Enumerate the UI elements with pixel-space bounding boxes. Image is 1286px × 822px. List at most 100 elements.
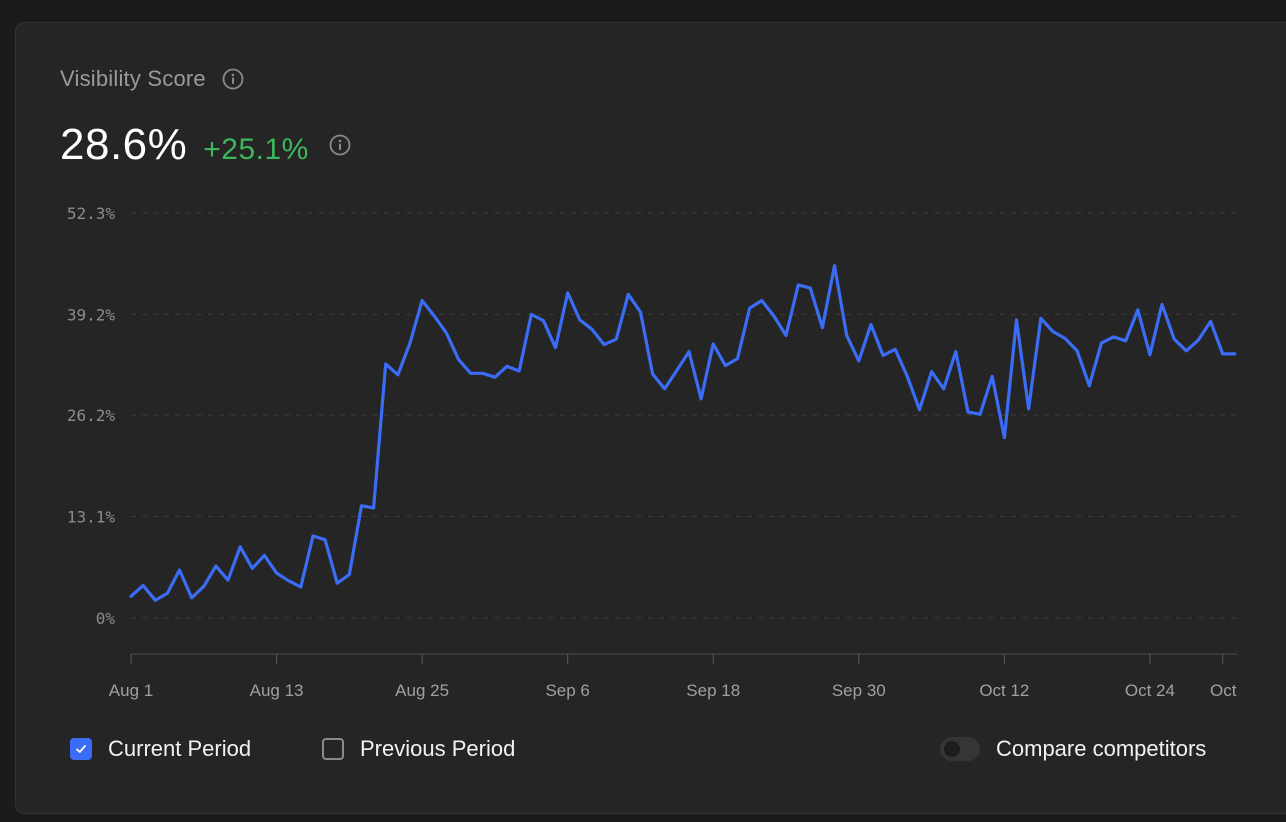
data-point <box>590 328 594 331</box>
score-delta: +25.1% <box>203 133 309 166</box>
data-point <box>518 369 521 373</box>
data-point <box>493 376 497 379</box>
data-point <box>857 359 860 363</box>
data-point <box>348 573 351 576</box>
info-icon[interactable] <box>222 68 244 90</box>
current-period-label: Current Period <box>108 736 252 761</box>
data-point <box>1209 320 1212 323</box>
value-row: 28.6% +25.1% <box>60 120 351 170</box>
data-point <box>821 326 824 329</box>
data-point <box>712 342 715 346</box>
title-row: Visibility Score <box>60 66 244 92</box>
data-point <box>978 413 982 416</box>
data-point <box>833 264 836 267</box>
data-point <box>1100 341 1103 345</box>
data-point <box>651 372 654 376</box>
score-value: 28.6% <box>60 120 188 169</box>
data-point <box>154 599 157 602</box>
data-point <box>396 373 400 376</box>
data-point <box>1124 339 1127 342</box>
x-tick-label: Oct 24 <box>1125 681 1175 700</box>
visibility-score-card <box>15 22 1286 814</box>
data-point <box>1051 330 1055 333</box>
current-period-checkbox[interactable] <box>70 738 92 760</box>
data-point <box>542 319 545 322</box>
data-point <box>457 358 460 361</box>
data-point <box>1027 407 1030 411</box>
y-tick-label: 13.1% <box>67 508 116 527</box>
data-point <box>299 585 302 589</box>
y-tick-label: 0% <box>96 609 116 628</box>
x-tick-label: Sep 18 <box>686 681 740 700</box>
data-point <box>991 375 994 378</box>
data-point <box>384 362 387 366</box>
data-point <box>1136 308 1140 311</box>
data-point <box>505 365 509 368</box>
data-point <box>966 410 970 414</box>
data-point <box>360 504 363 507</box>
y-tick-label: 52.3% <box>67 204 116 223</box>
data-point <box>530 313 533 316</box>
data-point <box>918 408 921 411</box>
data-point <box>809 286 812 290</box>
data-point <box>190 596 193 600</box>
x-tick-label: Aug 1 <box>109 681 153 700</box>
data-point <box>481 372 484 375</box>
data-point <box>1185 349 1188 352</box>
data-point <box>1003 436 1006 439</box>
data-point <box>566 291 569 294</box>
x-tick-label: Sep 6 <box>545 681 589 700</box>
data-point <box>639 310 642 314</box>
compare-competitors-toggle[interactable] <box>940 737 980 761</box>
data-point <box>797 283 800 287</box>
data-point <box>178 568 181 572</box>
y-tick-label: 39.2% <box>67 305 116 324</box>
data-point <box>1173 338 1176 341</box>
data-point <box>311 534 315 538</box>
data-point <box>954 350 957 353</box>
data-point <box>554 346 557 349</box>
data-point <box>1233 352 1237 356</box>
data-point <box>1112 335 1115 339</box>
card-title: Visibility Score <box>60 66 206 91</box>
legend-previous-period[interactable]: Previous Period <box>322 734 515 764</box>
data-point <box>202 585 205 588</box>
y-tick-label: 26.2% <box>67 406 116 425</box>
x-axis: Aug 1 Aug 13 Aug 25 Sep 6 Sep 18 Sep 30 Oct 12… <box>109 653 1237 700</box>
data-point <box>894 348 897 351</box>
data-point <box>226 578 230 582</box>
x-tick-label: Oct 12 <box>979 681 1029 700</box>
check-icon <box>76 745 86 753</box>
data-point <box>687 350 691 353</box>
data-point <box>445 331 448 335</box>
data-point <box>251 567 254 570</box>
data-point <box>675 369 679 372</box>
toggle-knob <box>944 741 960 757</box>
data-point <box>287 579 290 582</box>
data-point <box>724 364 727 367</box>
data-point <box>323 538 327 541</box>
info-icon[interactable] <box>329 134 351 156</box>
x-tick-label: Sep 30 <box>832 681 886 700</box>
data-point <box>239 545 242 548</box>
data-point <box>1160 303 1164 306</box>
data-point <box>784 334 788 337</box>
data-point <box>845 334 848 337</box>
data-point <box>663 387 666 390</box>
previous-period-checkbox[interactable] <box>322 738 344 760</box>
data-point <box>408 341 412 345</box>
previous-period-label: Previous Period <box>360 736 516 761</box>
data-point <box>1063 337 1067 340</box>
compare-competitors-control[interactable]: Compare competitors <box>940 734 1206 764</box>
data-point <box>336 582 339 585</box>
data-point <box>1015 318 1018 322</box>
data-point <box>1075 349 1079 352</box>
grid-lines <box>131 212 1237 619</box>
y-axis-ticks: 0% 13.1% 26.2% 39.2% 52.3% <box>67 204 116 628</box>
data-point <box>141 584 145 587</box>
data-point <box>906 375 909 378</box>
legend-current-period[interactable]: Current Period <box>70 734 251 764</box>
data-point <box>214 564 218 568</box>
data-point <box>627 293 630 296</box>
